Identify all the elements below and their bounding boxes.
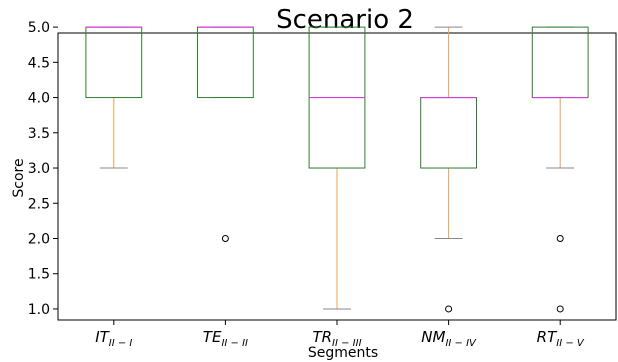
x-tick-label-base: NM xyxy=(421,328,445,346)
x-tick-label: RTII − V xyxy=(537,328,585,349)
box-iqr xyxy=(420,97,478,169)
x-tick-label: TEII − II xyxy=(203,328,248,349)
box-iqr xyxy=(531,26,589,99)
x-tick-label-subscript: II − II xyxy=(221,338,248,349)
box-group xyxy=(531,26,589,313)
y-tick-label: 5.0 xyxy=(28,20,50,36)
y-tick-label: 4.5 xyxy=(28,55,50,71)
y-tick-label: 2.5 xyxy=(28,196,50,212)
x-axis-label: Segments xyxy=(308,345,378,361)
outlier-point xyxy=(221,234,229,242)
y-tick-label: 1.5 xyxy=(28,267,50,283)
x-tick-label-base: TR xyxy=(312,328,332,346)
box-group xyxy=(197,26,254,242)
box-group xyxy=(420,26,478,313)
x-tick-label-subscript: II − III xyxy=(332,338,362,349)
x-tick-label-subscript: II − I xyxy=(109,338,133,349)
y-axis-label: Score xyxy=(11,158,27,197)
y-tick-label: 3.0 xyxy=(28,161,50,177)
outlier-point xyxy=(556,234,564,242)
outlier-point xyxy=(445,305,453,313)
x-tick-label: ITII − I xyxy=(95,328,132,349)
x-tick-label-base: IT xyxy=(95,328,110,346)
box-group xyxy=(308,26,366,310)
y-axis: 1.0 1.5 2.0 2.5 3.0 3.5 4.0 4.5 5.0 xyxy=(28,20,58,318)
x-axis: ITII − I TEII − II TRII − III NMII − IV RTII… xyxy=(95,320,585,349)
outlier-point xyxy=(556,305,564,313)
box-iqr xyxy=(85,26,143,99)
box-group xyxy=(85,26,143,169)
y-tick-label: 3.5 xyxy=(28,126,50,142)
x-tick-label-subscript: II − IV xyxy=(445,338,477,349)
x-tick-label: TRII − III xyxy=(312,328,361,349)
x-tick-label: NMII − IV xyxy=(421,328,477,349)
x-tick-label-base: RT xyxy=(537,328,558,346)
y-tick-label: 2.0 xyxy=(28,231,50,247)
box-iqr xyxy=(197,26,254,99)
x-tick-label-subscript: II − V xyxy=(556,338,585,349)
chart-title: Scenario 2 xyxy=(276,5,414,35)
y-tick-label: 4.0 xyxy=(28,91,50,107)
x-tick-label-base: TE xyxy=(203,328,222,346)
box-series xyxy=(85,26,589,313)
y-tick-label: 1.0 xyxy=(28,302,50,318)
